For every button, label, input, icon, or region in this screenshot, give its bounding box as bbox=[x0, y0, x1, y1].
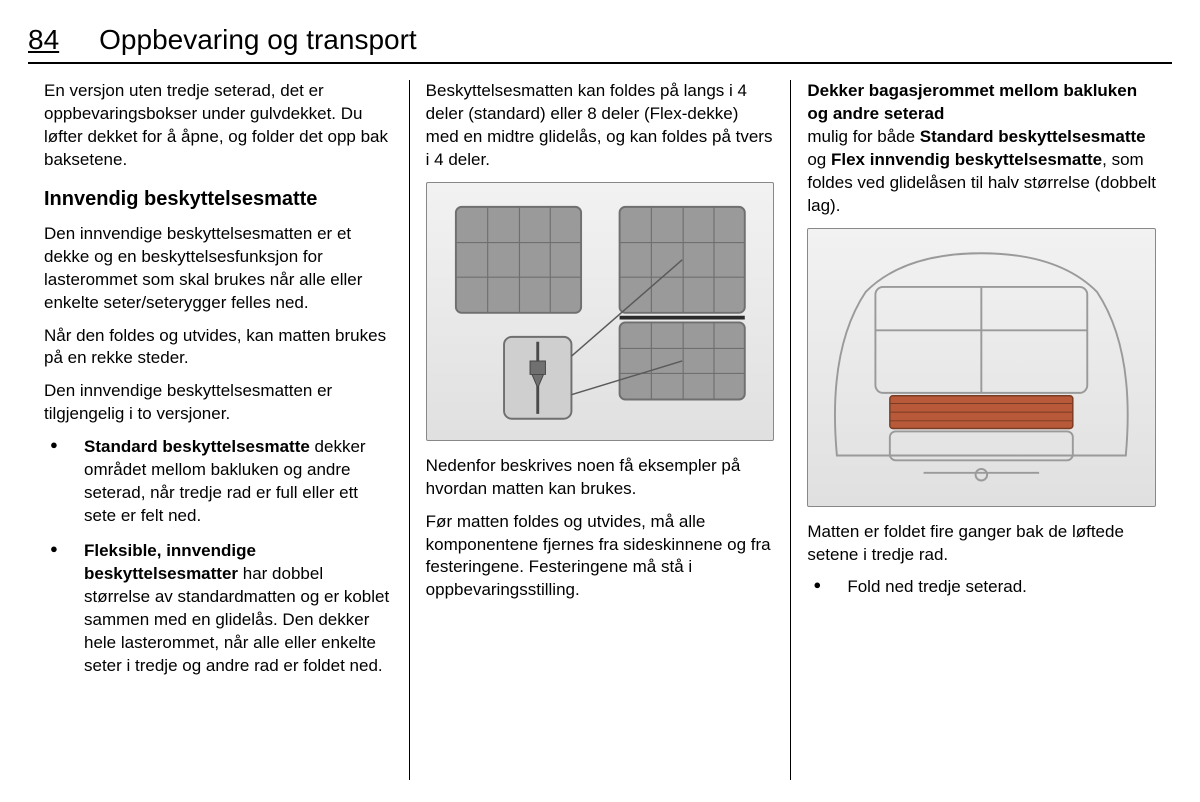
col2-para2: Nedenfor beskrives noen få eksempler på … bbox=[426, 455, 775, 501]
column-3: Dekker bagasjerommet mellom bakluken og … bbox=[790, 80, 1172, 780]
bullet-lead: Standard beskyttelsesmatte bbox=[84, 437, 310, 456]
column-2: Beskyttelsesmatten kan foldes på langs i… bbox=[409, 80, 791, 780]
list-item: Fleksible, innvendige beskyttelsesmatter… bbox=[72, 540, 393, 678]
col3-bold-1: Standard beskyttelsesmatte bbox=[920, 127, 1146, 146]
col3-bold-heading: Dekker bagasjerommet mellom bakluken og … bbox=[807, 81, 1137, 123]
column-1: En versjon uten tredje seterad, det er o… bbox=[28, 80, 409, 780]
col1-bullet-list: Standard beskyttelsesmatte dekker område… bbox=[44, 436, 393, 677]
page-header: 84 Oppbevaring og transport bbox=[28, 24, 1172, 64]
col2-para1: Beskyttelsesmatten kan foldes på langs i… bbox=[426, 80, 775, 172]
bullet-text: Fold ned tredje seterad. bbox=[847, 577, 1027, 596]
mat-folding-icon bbox=[427, 183, 774, 433]
list-item: Standard beskyttelsesmatte dekker område… bbox=[72, 436, 393, 528]
col3-text-a: mulig for både bbox=[807, 127, 919, 146]
page-number: 84 bbox=[28, 24, 59, 56]
col1-para4: Den innvendige beskyttelsesmatten er til… bbox=[44, 380, 393, 426]
col3-text-mid: og bbox=[807, 150, 831, 169]
col1-para3: Når den foldes og utvides, kan matten br… bbox=[44, 325, 393, 371]
car-trunk-figure bbox=[807, 228, 1156, 507]
col3-bold-2: Flex innvendig beskyttelsesmatte bbox=[831, 150, 1102, 169]
bullet-lead: Fleksible, innvendige beskyttelsesmatter bbox=[84, 541, 256, 583]
content-columns: En versjon uten tredje seterad, det er o… bbox=[28, 80, 1172, 780]
col2-para3: Før matten foldes og utvides, må alle ko… bbox=[426, 511, 775, 603]
mat-folding-figure bbox=[426, 182, 775, 441]
page-title: Oppbevaring og transport bbox=[99, 24, 417, 56]
list-item: Fold ned tredje seterad. bbox=[835, 576, 1156, 599]
car-trunk-icon bbox=[808, 229, 1155, 499]
col3-heading-block: Dekker bagasjerommet mellom bakluken og … bbox=[807, 80, 1156, 218]
col1-para2: Den innvendige beskyttelsesmatten er et … bbox=[44, 223, 393, 315]
col3-para2: Matten er foldet fire ganger bak de løft… bbox=[807, 521, 1156, 567]
col1-para1: En versjon uten tredje seterad, det er o… bbox=[44, 80, 393, 172]
col1-subheading: Innvendig beskyttelsesmatte bbox=[44, 186, 393, 213]
col3-bullet-list: Fold ned tredje seterad. bbox=[807, 576, 1156, 599]
